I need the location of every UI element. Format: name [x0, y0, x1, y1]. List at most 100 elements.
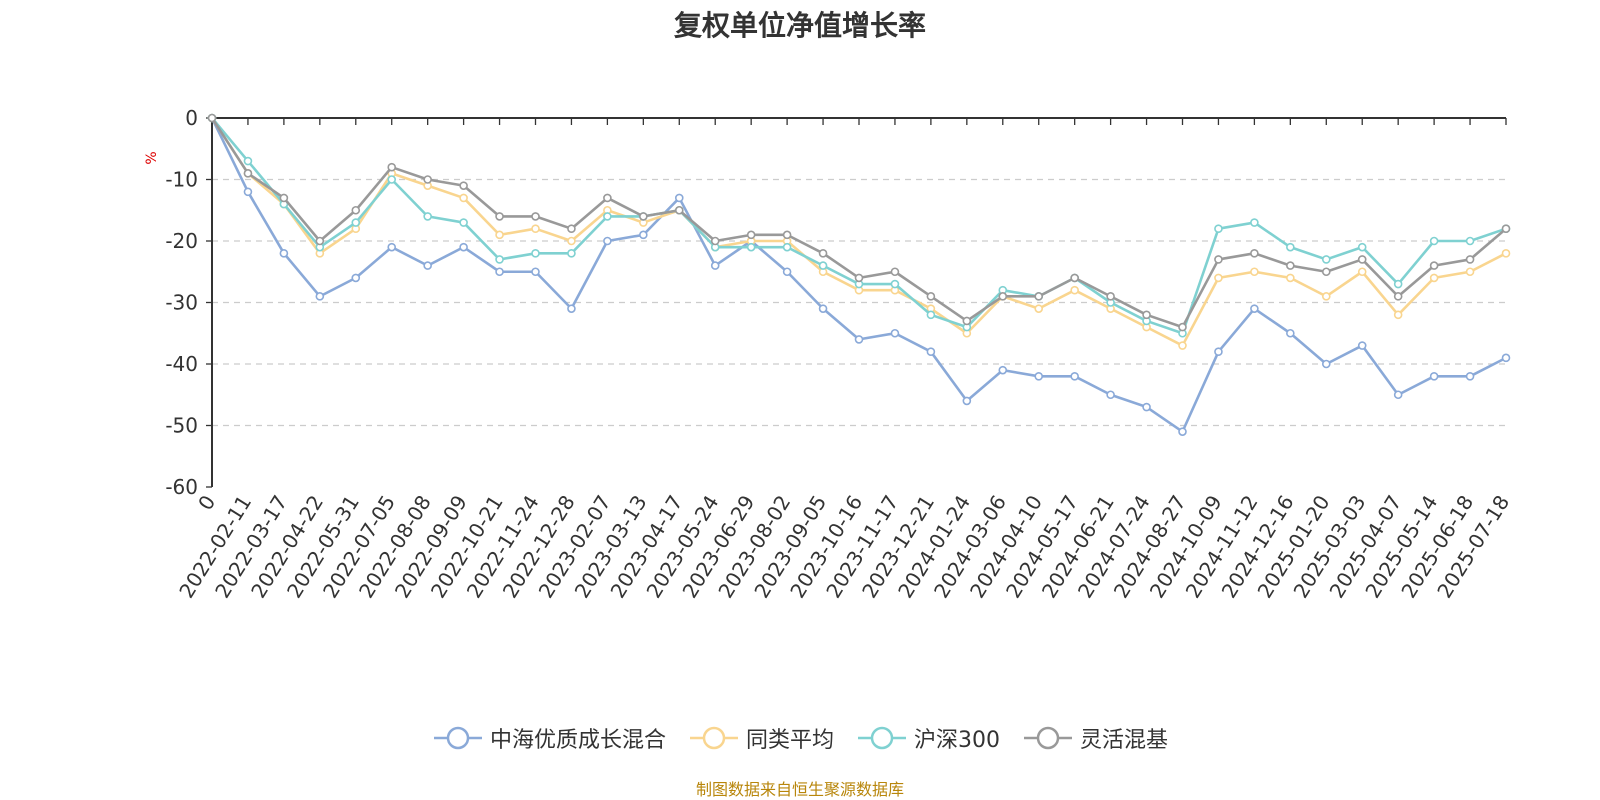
- data-point: [962, 396, 972, 406]
- legend: 中海优质成长混合 同类平均 沪深300 灵活混基: [0, 722, 1600, 754]
- legend-label: 沪深300: [914, 728, 1000, 753]
- legend-marker-circle: [1036, 726, 1060, 750]
- data-point: [854, 273, 864, 283]
- data-point: [567, 224, 576, 233]
- data-point: [603, 212, 612, 221]
- legend-marker-icon: [689, 726, 738, 750]
- data-point: [854, 335, 864, 344]
- data-point: [1286, 242, 1295, 252]
- legend-marker-icon: [1024, 726, 1072, 750]
- data-point: [1393, 279, 1403, 289]
- data-point: [1357, 341, 1367, 350]
- data-point: [1142, 310, 1151, 320]
- data-point: [351, 273, 361, 283]
- data-point: [639, 230, 648, 240]
- data-point: [1357, 242, 1367, 252]
- data-point: [243, 187, 253, 197]
- data-point: [1178, 341, 1187, 350]
- data-point: [1393, 390, 1403, 400]
- data-point: [279, 193, 289, 203]
- data-point: [1286, 261, 1295, 270]
- data-point: [315, 236, 325, 246]
- data-point: [603, 236, 612, 246]
- data-point: [1429, 261, 1439, 270]
- data-point: [1357, 267, 1367, 277]
- data-point: [315, 292, 325, 301]
- series-line-3: [210, 117, 1507, 329]
- data-point: [531, 212, 540, 221]
- data-point: [1250, 267, 1259, 277]
- data-point: [351, 205, 361, 215]
- y-tick-label: -20: [165, 229, 198, 253]
- data-point: [1214, 347, 1223, 357]
- data-point: [1286, 273, 1295, 283]
- data-point: [1429, 371, 1439, 381]
- data-point: [1501, 353, 1511, 363]
- data-point: [926, 310, 936, 320]
- data-point: [1178, 427, 1187, 436]
- legend-label: 中海优质成长混合: [489, 728, 666, 753]
- data-point: [387, 242, 397, 252]
- data-point: [423, 212, 432, 221]
- legend-item-1[interactable]: 同类平均: [688, 722, 834, 754]
- x-tick-label: 0: [193, 491, 220, 515]
- data-point: [1321, 267, 1331, 277]
- y-tick-label: -30: [165, 291, 198, 315]
- data-point: [243, 169, 253, 178]
- data-point: [459, 181, 468, 190]
- data-point: [1465, 236, 1475, 246]
- y-tick-label: 0: [185, 106, 198, 130]
- legend-marker-circle: [870, 726, 894, 750]
- data-point: [1250, 218, 1259, 227]
- data-point: [818, 249, 828, 258]
- legend-marker-circle: [702, 726, 726, 750]
- data-point: [531, 249, 540, 258]
- data-point: [459, 193, 468, 203]
- data-point: [243, 156, 253, 166]
- data-point: [818, 304, 828, 313]
- data-point: [1070, 273, 1079, 283]
- data-point: [1214, 224, 1223, 233]
- y-tick-label: -50: [165, 414, 198, 438]
- data-point: [782, 230, 792, 240]
- data-point: [1070, 285, 1079, 295]
- line-chart: 0-10-20-30-40-50-6002022-02-112022-03-17…: [144, 106, 1514, 602]
- y-tick-label: -10: [165, 168, 198, 192]
- data-point: [423, 175, 432, 184]
- data-point: [1393, 310, 1403, 320]
- data-point: [567, 249, 576, 258]
- data-point: [1465, 267, 1475, 277]
- legend-label: 灵活混基: [1080, 728, 1169, 753]
- data-point: [387, 162, 397, 172]
- data-point: [782, 242, 792, 252]
- legend-item-2[interactable]: 沪深300: [856, 722, 1000, 754]
- data-point: [1321, 292, 1331, 301]
- data-point: [1501, 249, 1511, 258]
- legend-marker-circle: [446, 726, 470, 750]
- legend-item-0[interactable]: 中海优质成长混合: [432, 722, 666, 754]
- data-point: [962, 316, 972, 326]
- data-point: [710, 236, 720, 246]
- data-point: [387, 175, 397, 184]
- data-point: [1429, 273, 1439, 283]
- data-point: [1357, 255, 1367, 264]
- legend-label: 同类平均: [745, 728, 834, 753]
- axis-layer: 0-10-20-30-40-50-6002022-02-112022-03-17…: [165, 106, 1514, 602]
- data-point: [746, 230, 756, 240]
- series-line-1: [210, 117, 1507, 347]
- data-point: [1214, 255, 1223, 264]
- data-point: [782, 267, 792, 277]
- data-point: [1106, 390, 1115, 400]
- data-point: [279, 249, 289, 258]
- series-layer: [207, 113, 1511, 436]
- data-point: [710, 261, 720, 270]
- source-note: 制图数据来自恒生聚源数据库: [695, 780, 904, 799]
- legend-item-3[interactable]: 灵活混基: [1022, 722, 1168, 754]
- data-point: [1250, 249, 1259, 258]
- data-point: [459, 218, 468, 227]
- data-point: [1142, 402, 1151, 412]
- data-point: [459, 242, 468, 252]
- data-point: [998, 365, 1008, 375]
- data-point: [1465, 255, 1475, 264]
- legend-marker-icon: [858, 726, 906, 750]
